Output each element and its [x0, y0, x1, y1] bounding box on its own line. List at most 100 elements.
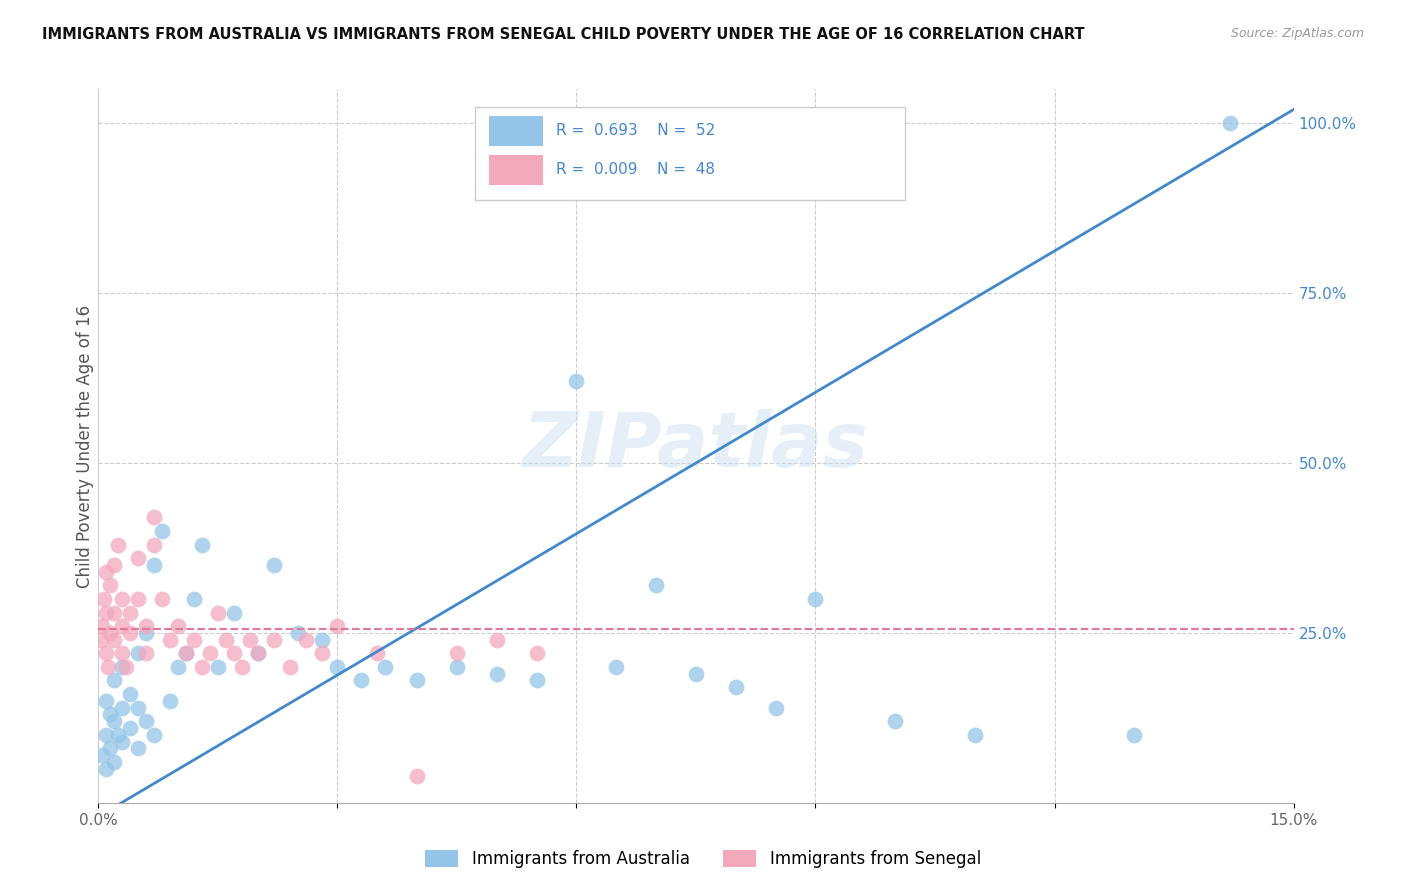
Point: [135, 714, 157, 729]
Point: [366, 646, 388, 660]
FancyBboxPatch shape: [489, 155, 543, 185]
Point: [111, 734, 134, 748]
FancyBboxPatch shape: [475, 107, 905, 200]
Point: [350, 673, 373, 688]
Point: [96, 606, 118, 620]
Point: [127, 591, 149, 606]
Text: R =  0.009    N =  48: R = 0.009 N = 48: [557, 162, 716, 178]
Point: [207, 660, 229, 674]
Point: [96, 728, 118, 742]
Point: [526, 673, 548, 688]
Text: ZIPatlas: ZIPatlas: [523, 409, 869, 483]
Point: [565, 375, 588, 389]
Point: [96, 694, 118, 708]
Point: [326, 619, 349, 633]
Point: [326, 660, 349, 674]
FancyBboxPatch shape: [489, 116, 543, 145]
Point: [127, 700, 149, 714]
Point: [804, 591, 827, 606]
Point: [96, 646, 118, 660]
Point: [143, 558, 166, 572]
Point: [485, 666, 508, 681]
Point: [135, 626, 157, 640]
Point: [103, 632, 125, 647]
Point: [103, 673, 125, 688]
Point: [120, 687, 142, 701]
Point: [765, 700, 787, 714]
Point: [191, 660, 214, 674]
Point: [127, 646, 149, 660]
Point: [111, 619, 134, 633]
Point: [111, 660, 134, 674]
Text: Source: ZipAtlas.com: Source: ZipAtlas.com: [1230, 27, 1364, 40]
Point: [120, 606, 142, 620]
Point: [645, 578, 668, 592]
Point: [311, 632, 333, 647]
Point: [191, 537, 214, 551]
Point: [96, 565, 118, 579]
Point: [207, 606, 229, 620]
Point: [222, 646, 245, 660]
Point: [100, 578, 122, 592]
Point: [406, 673, 429, 688]
Point: [96, 762, 118, 776]
Y-axis label: Child Poverty Under the Age of 16: Child Poverty Under the Age of 16: [76, 304, 94, 588]
Point: [103, 714, 125, 729]
Point: [239, 632, 262, 647]
Point: [143, 728, 166, 742]
Point: [446, 660, 468, 674]
Point: [1219, 116, 1241, 130]
Point: [103, 755, 125, 769]
Point: [111, 591, 134, 606]
Point: [150, 591, 173, 606]
Point: [1123, 728, 1146, 742]
Point: [120, 721, 142, 735]
Point: [111, 700, 134, 714]
Point: [135, 619, 157, 633]
Point: [374, 660, 396, 674]
Point: [150, 524, 173, 538]
Text: R =  0.693    N =  52: R = 0.693 N = 52: [557, 123, 716, 138]
Point: [246, 646, 269, 660]
Point: [143, 537, 166, 551]
Point: [526, 646, 548, 660]
Text: IMMIGRANTS FROM AUSTRALIA VS IMMIGRANTS FROM SENEGAL CHILD POVERTY UNDER THE AGE: IMMIGRANTS FROM AUSTRALIA VS IMMIGRANTS …: [42, 27, 1085, 42]
Point: [174, 646, 197, 660]
Point: [127, 551, 149, 566]
Point: [263, 558, 285, 572]
Point: [246, 646, 269, 660]
Point: [91, 748, 114, 763]
Point: [222, 606, 245, 620]
Point: [311, 646, 333, 660]
Point: [103, 606, 125, 620]
Point: [143, 510, 166, 524]
Legend: Immigrants from Australia, Immigrants from Senegal: Immigrants from Australia, Immigrants fr…: [419, 843, 987, 875]
Point: [605, 660, 627, 674]
Point: [884, 714, 907, 729]
Point: [167, 619, 190, 633]
Point: [167, 660, 190, 674]
Point: [724, 680, 747, 694]
Point: [120, 626, 142, 640]
Point: [685, 666, 707, 681]
Point: [100, 626, 122, 640]
Point: [97, 660, 120, 674]
Point: [159, 632, 181, 647]
Point: [127, 741, 149, 756]
Point: [103, 558, 125, 572]
Point: [278, 660, 301, 674]
Point: [115, 660, 138, 674]
Point: [93, 591, 115, 606]
Point: [90, 632, 112, 647]
Point: [485, 632, 508, 647]
Point: [263, 632, 285, 647]
Point: [231, 660, 253, 674]
Point: [963, 728, 986, 742]
Point: [107, 537, 129, 551]
Point: [135, 646, 157, 660]
Point: [159, 694, 181, 708]
Point: [287, 626, 309, 640]
Point: [294, 632, 316, 647]
Point: [406, 769, 429, 783]
Point: [91, 619, 114, 633]
